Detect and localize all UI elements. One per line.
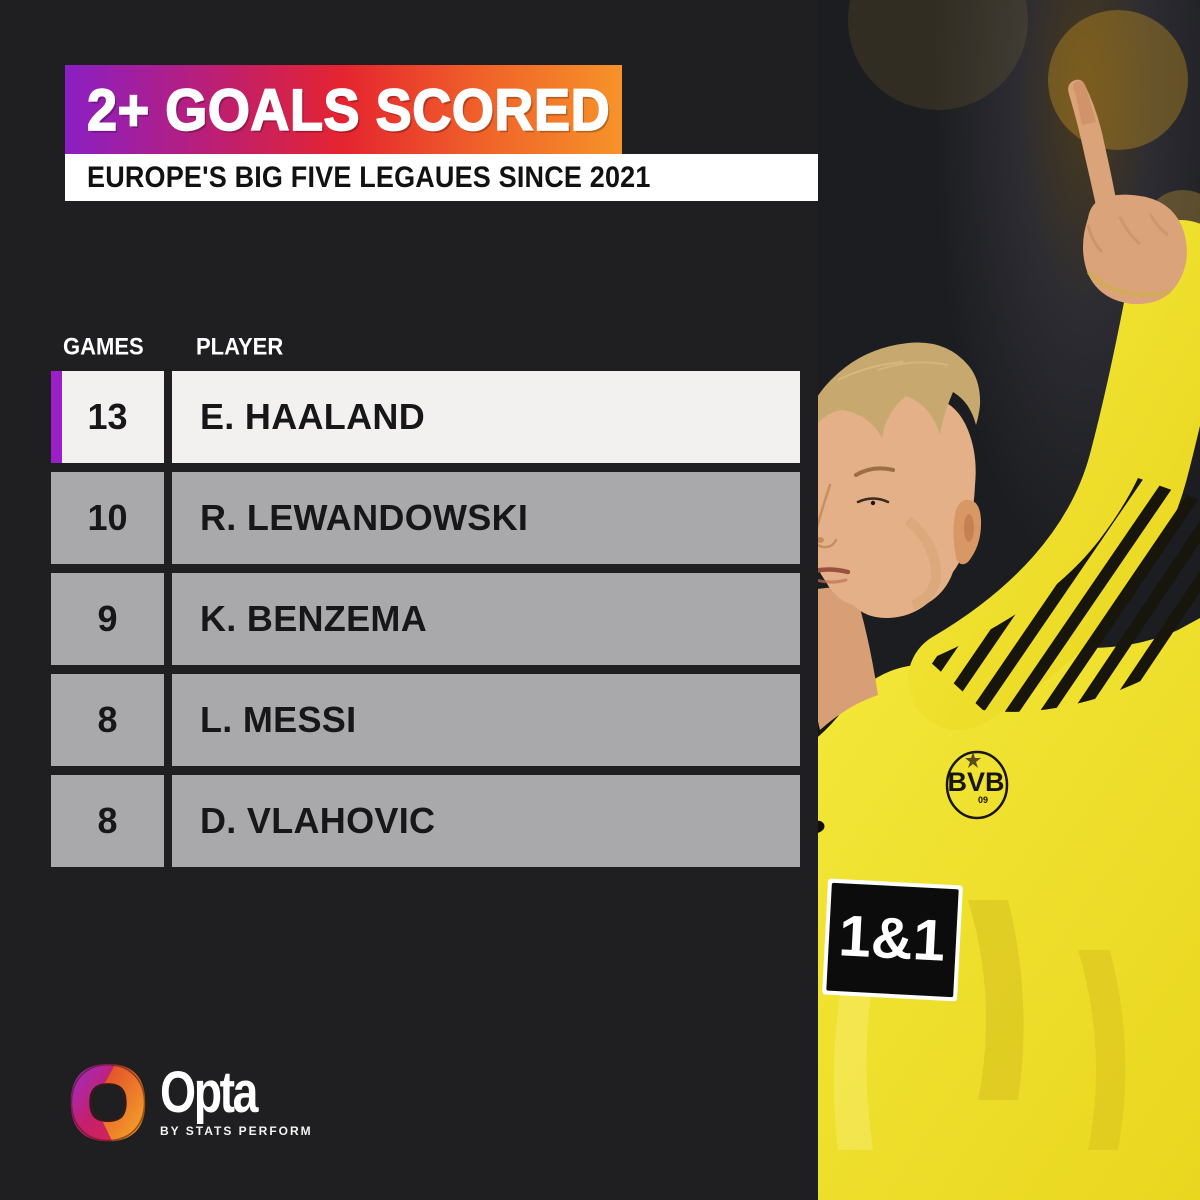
svg-text:BVB: BVB: [947, 767, 1004, 797]
svg-text:09: 09: [978, 795, 988, 805]
svg-text:1&1: 1&1: [837, 903, 947, 973]
